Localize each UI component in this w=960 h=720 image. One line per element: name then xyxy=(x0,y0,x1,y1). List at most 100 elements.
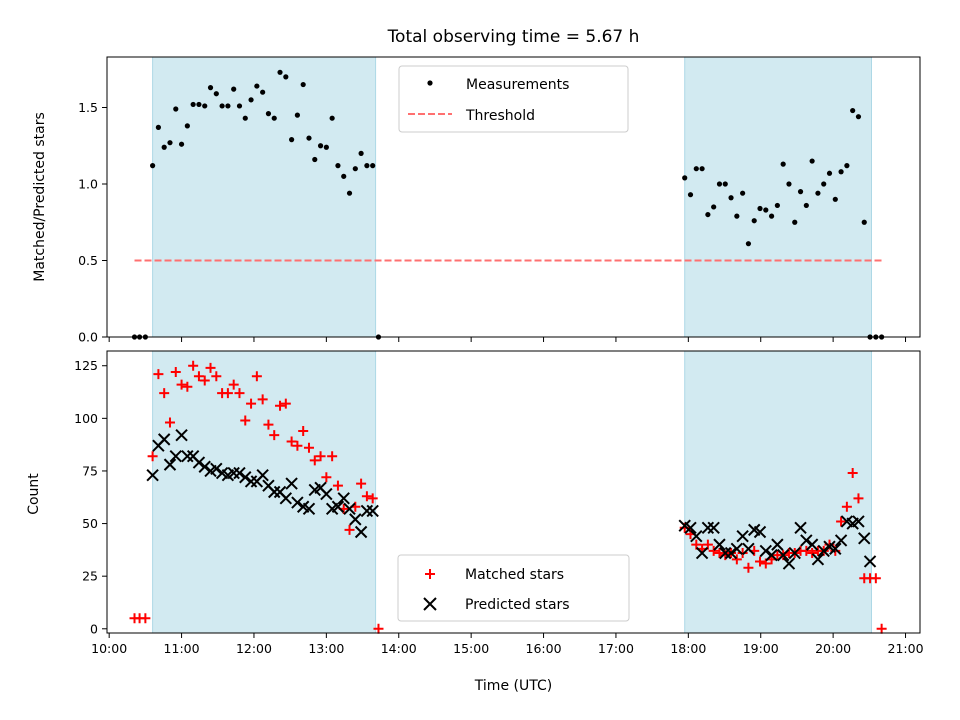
y-tick-label: 1.5 xyxy=(78,100,98,115)
matched-star-point xyxy=(344,524,355,535)
predicted-star-point xyxy=(742,542,755,556)
measurement-point xyxy=(711,204,717,210)
measurement-point xyxy=(190,101,196,108)
predicted-star-point xyxy=(811,553,825,566)
count-legend: Matched stars Predicted stars xyxy=(397,554,630,622)
threshold-legend-label: Threshold xyxy=(465,108,535,124)
predicted-legend-label: Predicted stars xyxy=(465,597,570,613)
measurement-point xyxy=(155,124,162,130)
x-tick-label: 15:00 xyxy=(453,641,489,656)
measurement-point xyxy=(838,169,844,175)
measurement-point xyxy=(682,175,688,181)
predicted-star-point xyxy=(834,534,848,547)
measurement-point xyxy=(300,81,306,88)
predicted-star-point xyxy=(285,477,298,490)
measurement-point xyxy=(236,103,243,109)
observing-windows-top xyxy=(152,56,872,338)
measurement-point xyxy=(219,103,225,109)
measurement-point xyxy=(150,163,156,169)
predicted-star-point xyxy=(146,468,159,482)
measurement-point xyxy=(352,166,358,172)
predicted-star-point xyxy=(366,504,379,518)
predicted-star-point xyxy=(724,546,738,560)
measurement-point xyxy=(757,205,763,212)
predicted-star-point xyxy=(233,466,246,480)
measurement-point xyxy=(774,202,780,209)
predicted-star-point xyxy=(239,471,252,484)
matched-star-point xyxy=(147,451,158,462)
measurement-point xyxy=(797,189,804,195)
predicted-star-point xyxy=(343,502,356,516)
matched-star-point xyxy=(176,379,187,390)
measurement-point xyxy=(335,163,341,169)
ratio-y-axis: 0.0 0.5 1.0 1.5 xyxy=(78,100,107,345)
x-tick-label: 11:00 xyxy=(164,641,200,656)
x-tick-label: 20:00 xyxy=(815,641,851,656)
matched-star-point xyxy=(309,455,320,466)
predicted-star-point xyxy=(794,521,807,534)
measurement-point xyxy=(358,150,364,156)
predicted-star-point xyxy=(244,475,258,488)
ratio-plot-frame xyxy=(106,56,921,338)
y-tick-label: 0.0 xyxy=(78,330,98,345)
matched-star-point xyxy=(228,379,239,390)
matched-star-point xyxy=(280,398,291,409)
predicted-star-point xyxy=(753,525,767,539)
ratio-legend: Measurements Threshold xyxy=(398,65,629,133)
matched-star-point xyxy=(737,548,748,559)
count-y-axis: 0 25 50 75 100 125 xyxy=(74,358,107,636)
x-tick-label: 16:00 xyxy=(526,641,562,656)
matched-star-point xyxy=(356,478,367,489)
matched-star-point xyxy=(222,388,233,399)
matched-star-point xyxy=(211,371,222,382)
measurement-point xyxy=(716,181,723,187)
predicted-star-point xyxy=(800,534,813,547)
matched-legend-marker xyxy=(425,569,435,579)
measurement-point xyxy=(370,163,376,169)
predicted-star-point xyxy=(701,521,715,534)
matched-star-point xyxy=(708,545,719,556)
predicted-star-point xyxy=(788,546,801,560)
measurement-point xyxy=(751,218,757,224)
predicted-star-point xyxy=(719,546,732,560)
measurement-point xyxy=(832,196,838,202)
predicted-star-point xyxy=(192,456,206,469)
matched-star-point xyxy=(361,491,372,502)
matched-star-point xyxy=(327,451,338,462)
x-tick-label: 18:00 xyxy=(670,641,706,656)
measurement-point xyxy=(728,195,734,201)
measurement-point xyxy=(289,137,295,143)
predicted-star-point xyxy=(354,525,368,539)
ratio-panel: 0.0 0.5 1.0 1.5 Matched/Predicted stars Mea… xyxy=(32,56,921,345)
observing-window-band xyxy=(152,56,377,338)
matched-star-point xyxy=(315,451,326,462)
matched-star-point xyxy=(292,440,303,451)
time-axis-label: Time (UTC) xyxy=(474,678,552,694)
figure-title: Total observing time = 5.67 h xyxy=(387,27,640,47)
matched-star-point xyxy=(321,472,332,483)
y-tick-label: 1.0 xyxy=(78,176,98,191)
measurement-point xyxy=(844,163,850,169)
predicted-star-point xyxy=(210,462,223,476)
matched-star-point xyxy=(367,493,378,504)
predicted-star-point xyxy=(320,487,333,501)
measurement-point xyxy=(248,97,254,103)
observing-window-band xyxy=(152,350,377,634)
matched-star-point xyxy=(234,388,245,399)
measurement-point xyxy=(850,107,856,114)
predicted-star-point xyxy=(782,557,796,570)
predicted-star-point xyxy=(713,538,726,551)
matched-star-point xyxy=(159,388,170,399)
measurement-point xyxy=(786,181,792,187)
measurement-point xyxy=(323,144,329,150)
y-tick-label: 125 xyxy=(74,358,98,373)
predicted-star-point xyxy=(163,458,177,471)
matched-star-point xyxy=(870,573,881,584)
predicted-star-point xyxy=(805,538,819,551)
predicted-star-point xyxy=(858,532,871,545)
measurement-point xyxy=(277,69,283,75)
predicted-star-point xyxy=(157,433,171,446)
matched-star-point xyxy=(257,394,268,405)
predicted-star-point xyxy=(337,492,350,505)
measurement-point xyxy=(855,114,862,120)
